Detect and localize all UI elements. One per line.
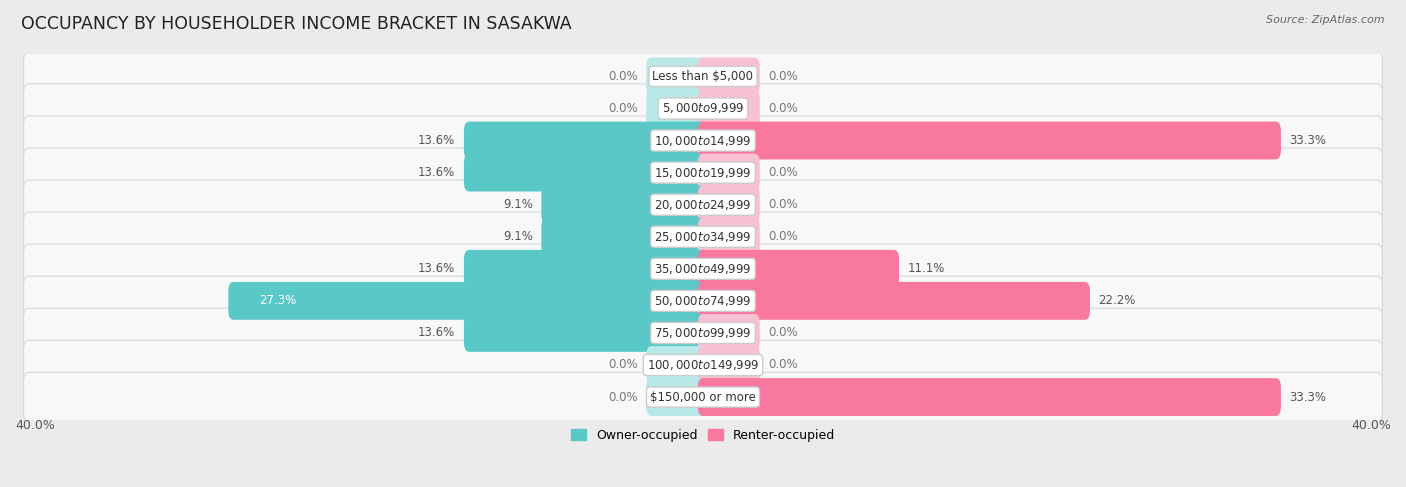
Text: $150,000 or more: $150,000 or more: [650, 391, 756, 404]
FancyBboxPatch shape: [24, 212, 1382, 262]
FancyBboxPatch shape: [464, 154, 709, 191]
FancyBboxPatch shape: [464, 122, 709, 159]
FancyBboxPatch shape: [541, 186, 709, 224]
Text: 13.6%: 13.6%: [418, 134, 456, 147]
FancyBboxPatch shape: [24, 52, 1382, 101]
FancyBboxPatch shape: [24, 180, 1382, 229]
FancyBboxPatch shape: [697, 346, 759, 384]
Text: 13.6%: 13.6%: [418, 326, 456, 339]
FancyBboxPatch shape: [697, 378, 1281, 416]
FancyBboxPatch shape: [24, 148, 1382, 197]
FancyBboxPatch shape: [697, 57, 759, 95]
FancyBboxPatch shape: [464, 250, 709, 288]
Text: $50,000 to $74,999: $50,000 to $74,999: [654, 294, 752, 308]
FancyBboxPatch shape: [697, 250, 898, 288]
Text: $25,000 to $34,999: $25,000 to $34,999: [654, 230, 752, 244]
FancyBboxPatch shape: [697, 186, 759, 224]
Text: $15,000 to $19,999: $15,000 to $19,999: [654, 166, 752, 180]
FancyBboxPatch shape: [464, 314, 709, 352]
Text: 27.3%: 27.3%: [259, 294, 297, 307]
Text: $5,000 to $9,999: $5,000 to $9,999: [662, 101, 744, 115]
Text: 40.0%: 40.0%: [15, 419, 55, 432]
Text: 11.1%: 11.1%: [908, 262, 945, 275]
FancyBboxPatch shape: [697, 314, 759, 352]
Text: Less than $5,000: Less than $5,000: [652, 70, 754, 83]
FancyBboxPatch shape: [24, 244, 1382, 294]
FancyBboxPatch shape: [647, 346, 709, 384]
Text: 33.3%: 33.3%: [1289, 134, 1326, 147]
FancyBboxPatch shape: [24, 340, 1382, 390]
FancyBboxPatch shape: [697, 122, 1281, 159]
Text: 9.1%: 9.1%: [503, 230, 533, 243]
FancyBboxPatch shape: [24, 116, 1382, 165]
Text: 33.3%: 33.3%: [1289, 391, 1326, 404]
FancyBboxPatch shape: [647, 57, 709, 95]
Text: $100,000 to $149,999: $100,000 to $149,999: [647, 358, 759, 372]
Text: OCCUPANCY BY HOUSEHOLDER INCOME BRACKET IN SASAKWA: OCCUPANCY BY HOUSEHOLDER INCOME BRACKET …: [21, 15, 572, 33]
Text: $20,000 to $24,999: $20,000 to $24,999: [654, 198, 752, 212]
FancyBboxPatch shape: [697, 90, 759, 128]
Text: $35,000 to $49,999: $35,000 to $49,999: [654, 262, 752, 276]
Text: 0.0%: 0.0%: [768, 326, 799, 339]
Text: 22.2%: 22.2%: [1098, 294, 1136, 307]
FancyBboxPatch shape: [697, 282, 1090, 320]
Text: 0.0%: 0.0%: [607, 102, 638, 115]
FancyBboxPatch shape: [24, 373, 1382, 422]
Text: 0.0%: 0.0%: [768, 102, 799, 115]
FancyBboxPatch shape: [647, 90, 709, 128]
FancyBboxPatch shape: [228, 282, 709, 320]
Text: $75,000 to $99,999: $75,000 to $99,999: [654, 326, 752, 340]
Text: 0.0%: 0.0%: [768, 358, 799, 372]
Text: 0.0%: 0.0%: [768, 70, 799, 83]
Text: 0.0%: 0.0%: [768, 166, 799, 179]
Text: 0.0%: 0.0%: [768, 230, 799, 243]
Text: 0.0%: 0.0%: [607, 391, 638, 404]
Legend: Owner-occupied, Renter-occupied: Owner-occupied, Renter-occupied: [567, 424, 839, 447]
Text: 9.1%: 9.1%: [503, 198, 533, 211]
FancyBboxPatch shape: [697, 154, 759, 191]
FancyBboxPatch shape: [647, 378, 709, 416]
Text: Source: ZipAtlas.com: Source: ZipAtlas.com: [1267, 15, 1385, 25]
Text: 13.6%: 13.6%: [418, 262, 456, 275]
FancyBboxPatch shape: [541, 218, 709, 256]
FancyBboxPatch shape: [697, 218, 759, 256]
FancyBboxPatch shape: [24, 276, 1382, 325]
FancyBboxPatch shape: [24, 308, 1382, 357]
Text: 0.0%: 0.0%: [607, 358, 638, 372]
Text: 40.0%: 40.0%: [1351, 419, 1391, 432]
Text: 13.6%: 13.6%: [418, 166, 456, 179]
Text: 0.0%: 0.0%: [768, 198, 799, 211]
Text: $10,000 to $14,999: $10,000 to $14,999: [654, 133, 752, 148]
FancyBboxPatch shape: [24, 84, 1382, 133]
Text: 0.0%: 0.0%: [607, 70, 638, 83]
